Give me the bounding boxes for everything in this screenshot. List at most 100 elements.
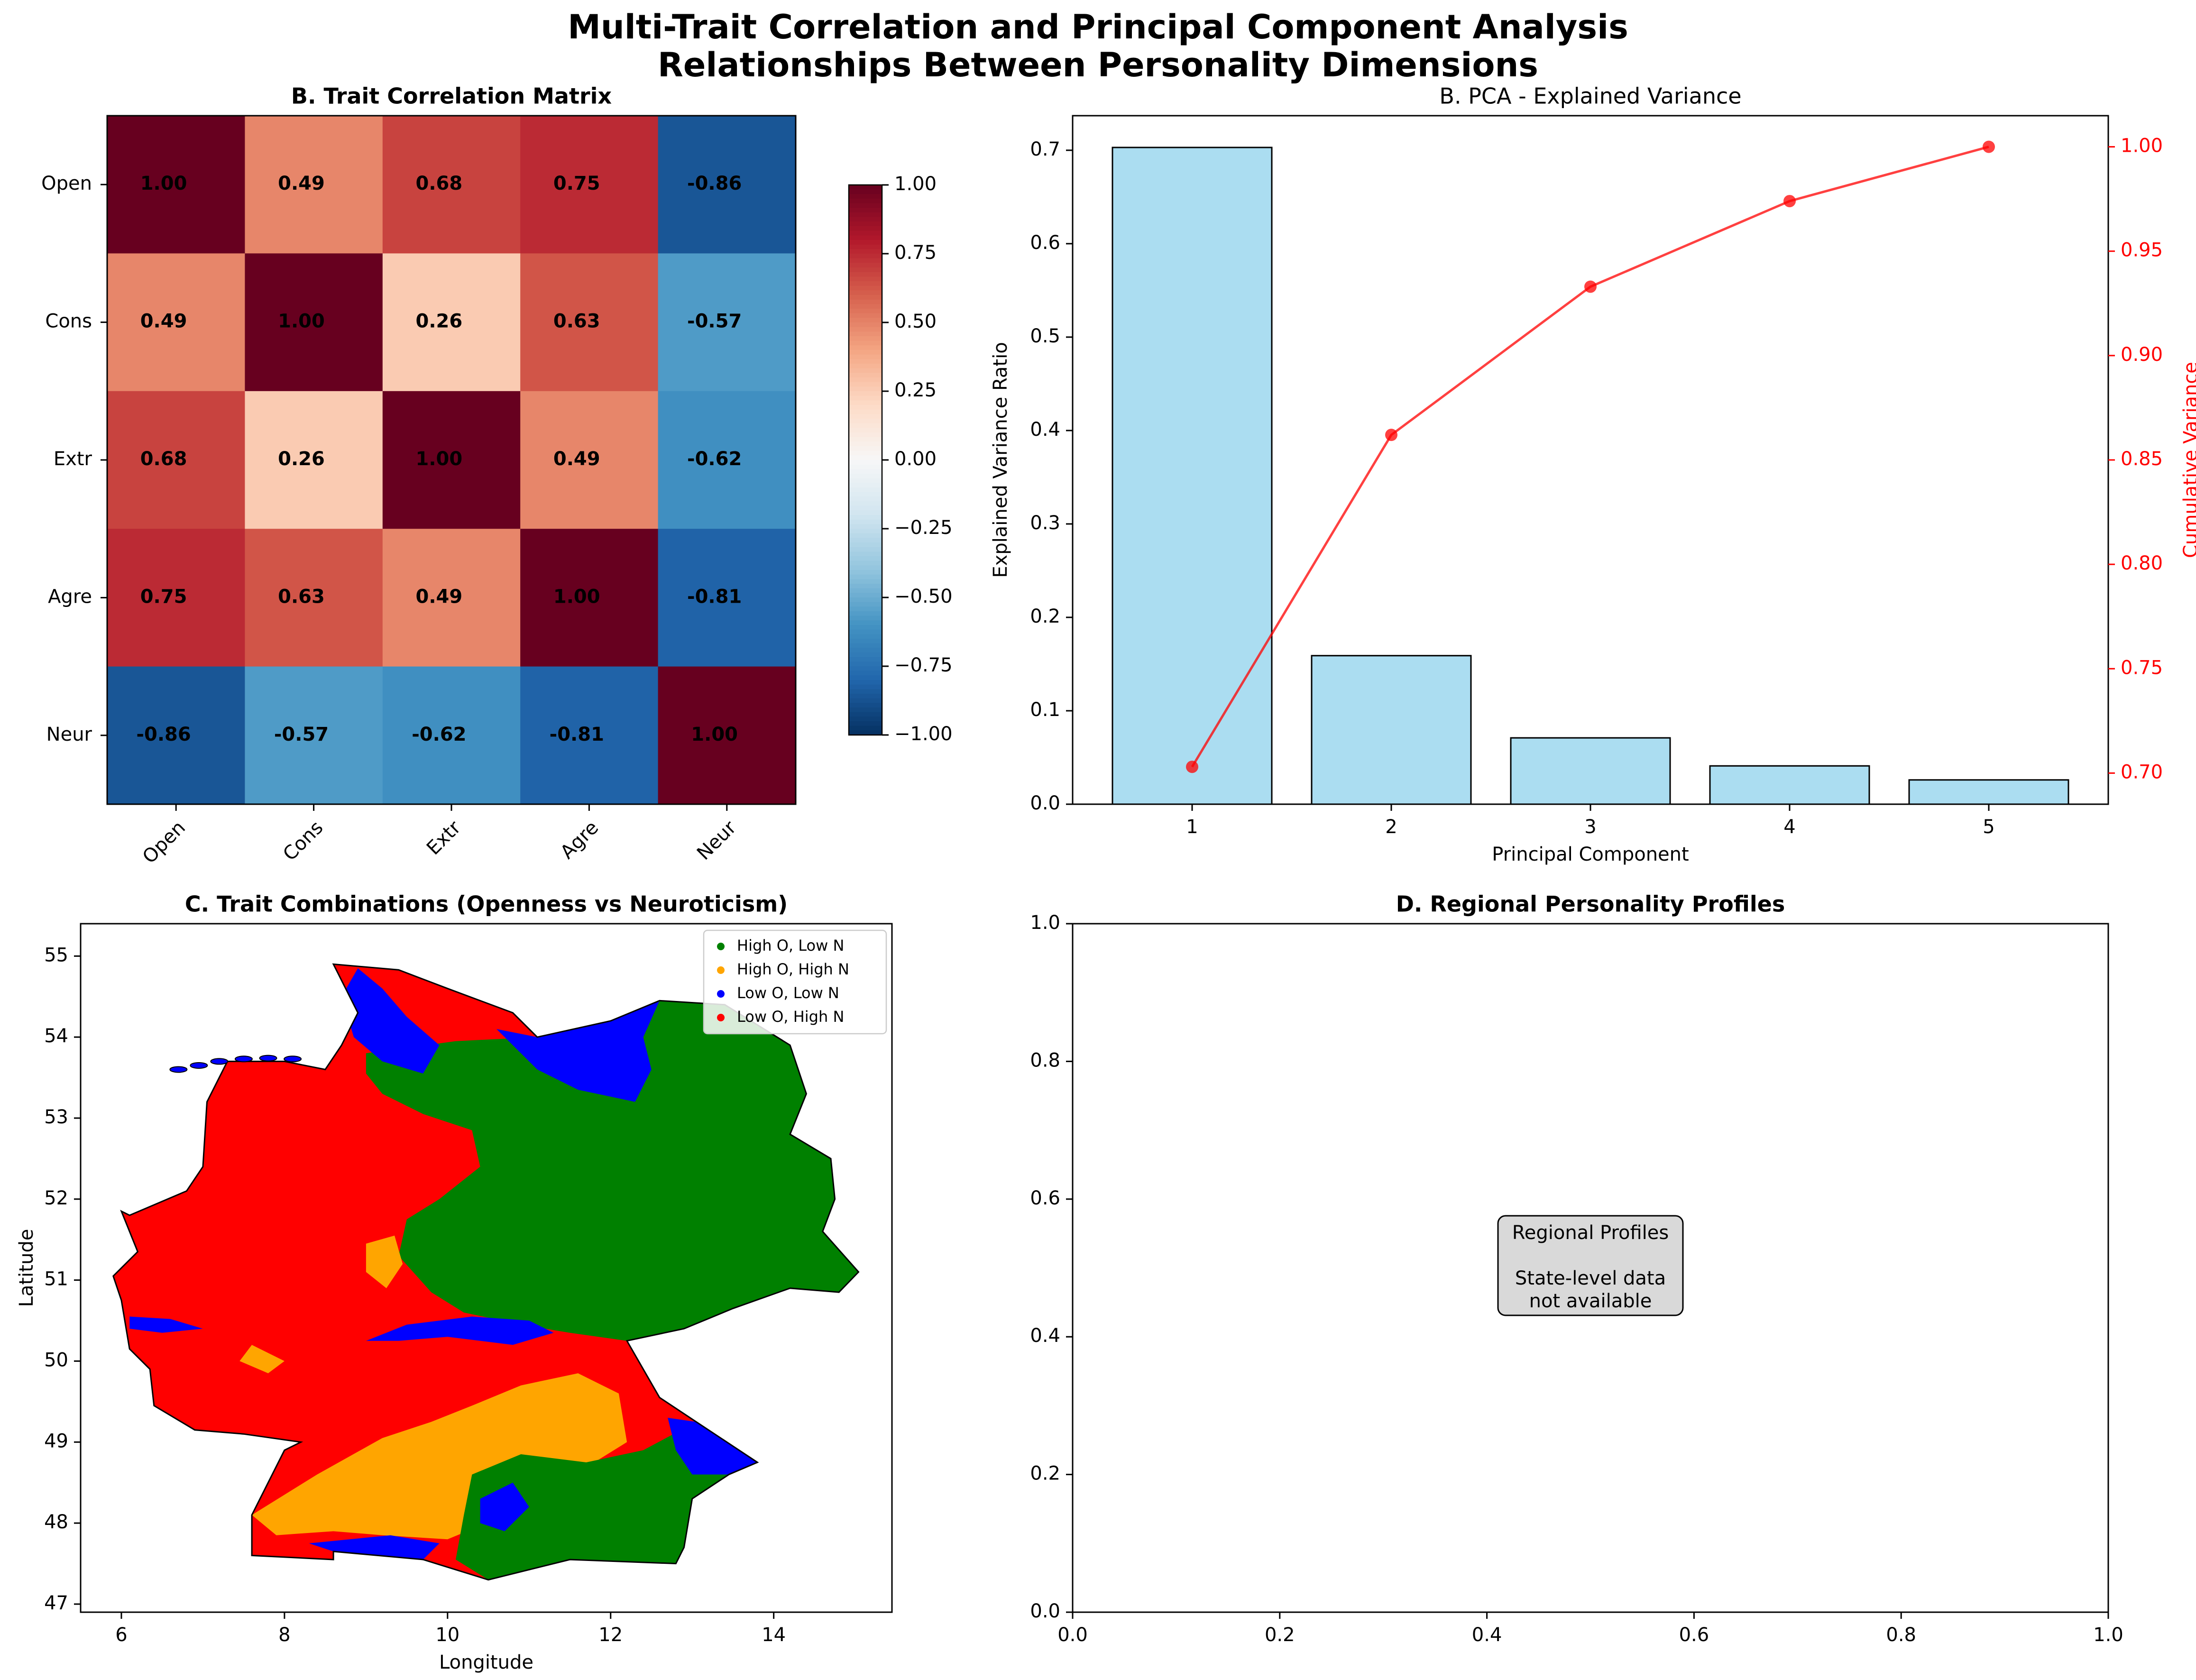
colorbar-segment — [849, 254, 882, 259]
colorbar-segment — [849, 510, 882, 515]
region-high-o-low-n — [366, 1001, 859, 1341]
colorbar-segment — [849, 295, 882, 300]
colorbar-segment — [849, 199, 882, 204]
heatmap-cell — [520, 391, 659, 529]
colorbar-segment — [849, 712, 882, 717]
pca-ytick-label: 0.4 — [1030, 419, 1060, 441]
colorbar-segment — [849, 409, 882, 415]
colorbar-segment — [849, 570, 882, 575]
colorbar-segment — [849, 318, 882, 323]
island-marker — [234, 1056, 253, 1063]
region-low-o-low-n — [366, 1316, 554, 1345]
heatmap-cell-label: 0.68 — [416, 173, 463, 194]
heatmap-cell-label: 0.75 — [553, 173, 600, 194]
colorbar-segment — [849, 354, 882, 360]
colorbar-segment — [849, 285, 882, 291]
region-low-o-low-n — [129, 1316, 203, 1333]
colorbar-segment — [849, 574, 882, 580]
profiles-xtick-label: 0.0 — [1057, 1624, 1088, 1646]
colorbar-segment — [849, 203, 882, 209]
heatmap-cell-label: 1.00 — [140, 173, 187, 194]
colorbar-segment — [849, 441, 882, 447]
germany-outline — [112, 963, 860, 1581]
heatmap-cell-label: -0.81 — [550, 724, 604, 745]
pca-bar — [1908, 779, 2069, 805]
region-high-o-high-n — [366, 1235, 403, 1288]
colorbar-segment — [849, 304, 882, 309]
region-high-o-high-n — [252, 1373, 627, 1540]
heatmap-cell-label: -0.62 — [687, 448, 742, 470]
pca-y2label: Cumulative Variance — [2180, 362, 2196, 558]
colorbar-segment — [849, 428, 882, 433]
island-marker — [284, 1056, 302, 1063]
heatmap-cell-label: -0.57 — [274, 724, 329, 745]
heatmap-cell — [382, 391, 521, 529]
pca-xtick-label: 2 — [1385, 816, 1397, 838]
map-ytick-label: 50 — [44, 1349, 68, 1371]
colorbar-segment — [849, 373, 882, 378]
figure-title-line2: Relationships Between Personality Dimens… — [658, 46, 1538, 84]
map-frame — [80, 923, 893, 1613]
colorbar-segment — [849, 405, 882, 410]
colorbar-segment — [849, 217, 882, 222]
map-xlabel: Longitude — [439, 1652, 533, 1673]
colorbar-segment — [849, 501, 882, 506]
heatmap-cell — [658, 529, 796, 667]
heatmap-cell-label: 0.49 — [140, 311, 187, 332]
profiles-title: D. Regional Personality Profiles — [1396, 891, 1785, 917]
heatmap-row-label: Neur — [46, 724, 92, 745]
pca-xlabel: Principal Component — [1492, 844, 1689, 865]
pca-ytick-label: 0.3 — [1030, 512, 1060, 534]
heatmap-row-label: Agre — [48, 586, 92, 607]
profiles-ytick-label: 0.8 — [1030, 1049, 1060, 1071]
heatmap-cell-label: 0.75 — [140, 586, 187, 607]
colorbar-segment — [849, 281, 882, 286]
pca-ylabel: Explained Variance Ratio — [990, 342, 1011, 578]
colorbar-segment — [849, 657, 882, 662]
profiles-xtick-label: 0.6 — [1679, 1624, 1709, 1646]
map-ylabel: Latitude — [16, 1229, 37, 1307]
colorbar-segment — [849, 208, 882, 213]
colorbar-segment — [849, 533, 882, 539]
figure-title-line1: Multi-Trait Correlation and Principal Co… — [568, 8, 1628, 46]
colorbar-segment — [849, 625, 882, 630]
colorbar-segment — [849, 244, 882, 250]
heatmap-cell — [658, 391, 796, 529]
map-title: C. Trait Combinations (Openness vs Neuro… — [185, 891, 788, 917]
colorbar-segment — [849, 309, 882, 314]
heatmap-cell-label: 0.49 — [416, 586, 463, 607]
colorbar-segment — [849, 340, 882, 346]
pca-bar — [1112, 147, 1273, 805]
colorbar-segment — [849, 345, 882, 350]
colorbar-segment — [849, 391, 882, 396]
colorbar-segment — [849, 327, 882, 332]
profiles-xtick-label: 0.2 — [1265, 1624, 1295, 1646]
region-low-o-low-n — [496, 1001, 660, 1102]
profiles-note-line: Regional Profiles — [1512, 1222, 1669, 1244]
pca-xtick-label: 5 — [1983, 816, 1994, 838]
legend-label: Low O, Low N — [737, 984, 839, 1002]
legend-marker — [717, 966, 725, 974]
colorbar-segment — [849, 730, 882, 735]
map-xtick-label: 8 — [278, 1624, 290, 1646]
legend-label: Low O, High N — [737, 1008, 844, 1026]
profiles-note-box — [1497, 1215, 1684, 1316]
colorbar-segment — [849, 377, 882, 383]
heatmap-cell — [520, 529, 659, 667]
map-ytick-label: 54 — [44, 1025, 68, 1047]
colorbar-segment — [849, 602, 882, 607]
heatmap-cell — [382, 253, 521, 392]
colorbar-tick-label: 0.75 — [894, 242, 937, 264]
map-ytick-label: 53 — [44, 1106, 68, 1128]
colorbar-segment — [849, 364, 882, 369]
pca-bar — [1311, 655, 1472, 805]
pca-ytick-label: 0.0 — [1030, 792, 1060, 814]
map-legend — [703, 929, 887, 1035]
colorbar-segment — [849, 432, 882, 438]
colorbar-segment — [849, 263, 882, 268]
colorbar-segment — [849, 276, 882, 282]
colorbar-segment — [849, 703, 882, 708]
colorbar-segment — [849, 606, 882, 612]
profiles-note-line: not available — [1529, 1290, 1652, 1312]
pca-y2tick-label: 0.80 — [2121, 552, 2163, 574]
